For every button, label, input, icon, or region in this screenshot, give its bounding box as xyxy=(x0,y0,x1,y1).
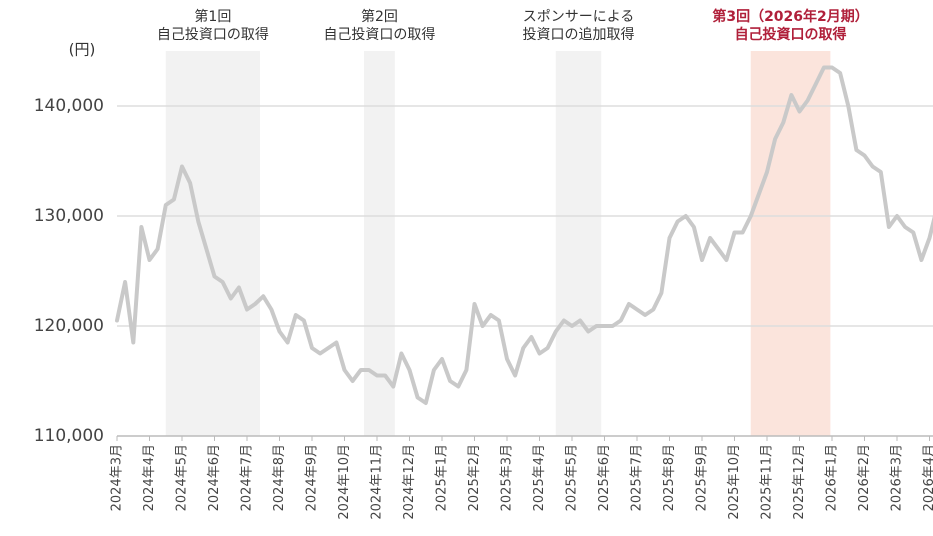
x-tick-label: 2024年3月 xyxy=(110,444,125,511)
x-tick-label: 2025年8月 xyxy=(662,444,677,511)
x-tick-label: 2024年7月 xyxy=(240,444,255,511)
x-tick-label: 2025年5月 xyxy=(565,444,580,511)
y-tick-label: 140,000 xyxy=(34,96,104,116)
x-tick-label: 2026年2月 xyxy=(857,444,872,511)
y-tick-label: 120,000 xyxy=(34,316,104,336)
highlight-band xyxy=(555,51,602,436)
band-label: スポンサーによる xyxy=(523,9,635,25)
x-tick-label: 2025年4月 xyxy=(532,444,547,511)
x-tick-label: 2025年1月 xyxy=(435,444,450,511)
x-tick-label: 2024年12月 xyxy=(402,444,417,520)
x-tick-label: 2026年1月 xyxy=(825,444,840,511)
x-tick-label: 2025年7月 xyxy=(630,444,645,511)
x-tick-label: 2025年9月 xyxy=(695,444,710,511)
x-tick-label: 2024年8月 xyxy=(272,444,287,511)
x-tick-label: 2025年10月 xyxy=(727,444,742,520)
price-line xyxy=(115,65,933,405)
highlight-band xyxy=(364,51,395,436)
band-label: 投資口の追加取得 xyxy=(523,26,635,43)
y-unit-label: (円) xyxy=(69,41,96,59)
x-tick-label: 2024年6月 xyxy=(207,444,222,511)
x-tick-label: 2025年6月 xyxy=(597,444,612,511)
x-tick-label: 2026年4月 xyxy=(922,444,933,511)
band-label: 自己投資口の取得 xyxy=(157,26,269,43)
x-tick-label: 2024年10月 xyxy=(337,444,352,520)
x-tick-label: 2026年3月 xyxy=(890,444,905,511)
x-tick-label: 2025年3月 xyxy=(500,444,515,511)
highlight-band xyxy=(750,51,831,436)
y-tick-label: 110,000 xyxy=(34,426,104,446)
x-tick-label: 2024年5月 xyxy=(175,444,190,511)
y-tick-label: 130,000 xyxy=(34,206,104,226)
band-label: 第3回（2026年2月期） xyxy=(712,8,868,25)
band-label: 第1回 xyxy=(194,8,231,25)
band-label: 第2回 xyxy=(361,8,398,25)
x-tick-label: 2025年12月 xyxy=(792,444,807,520)
x-tick-label: 2024年9月 xyxy=(305,444,320,511)
x-tick-label: 2025年11月 xyxy=(760,444,775,520)
band-label: 自己投資口の取得 xyxy=(735,26,847,43)
x-tick-label: 2024年11月 xyxy=(370,444,385,520)
band-label: 自己投資口の取得 xyxy=(323,26,435,43)
x-tick-label: 2025年2月 xyxy=(467,444,482,511)
x-tick-label: 2024年4月 xyxy=(142,444,157,511)
highlight-band xyxy=(165,51,260,436)
